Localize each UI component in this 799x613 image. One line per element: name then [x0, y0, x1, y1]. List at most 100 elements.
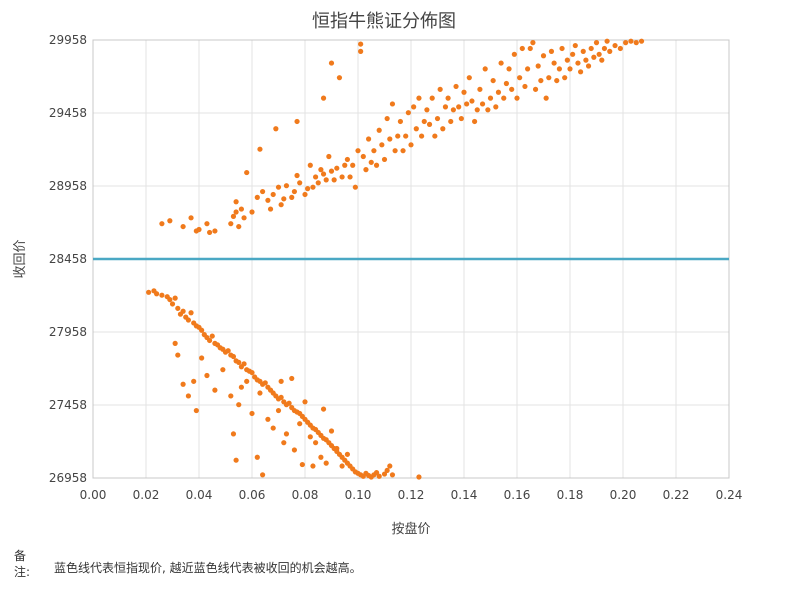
data-point: [490, 77, 496, 84]
data-point: [167, 296, 173, 303]
data-point: [551, 60, 557, 66]
data-point: [244, 378, 250, 384]
data-point: [389, 472, 396, 478]
data-point: [506, 66, 512, 72]
data-point: [485, 107, 491, 113]
data-point: [472, 118, 478, 125]
data-point: [265, 416, 271, 422]
data-point: [456, 104, 462, 110]
data-point: [633, 40, 639, 46]
data-point: [373, 162, 380, 168]
data-point: [212, 228, 218, 234]
data-point: [299, 461, 305, 468]
data-point: [376, 127, 382, 133]
data-point: [405, 110, 411, 116]
data-point: [360, 153, 366, 160]
data-point: [363, 167, 369, 173]
x-tick-label: 0.08: [292, 488, 319, 502]
data-point: [228, 393, 234, 399]
data-point: [265, 197, 271, 203]
data-point: [236, 402, 242, 408]
data-point: [278, 394, 284, 401]
data-point: [302, 191, 308, 198]
data-point: [281, 196, 287, 202]
data-point: [543, 95, 549, 101]
data-point: [230, 213, 237, 219]
data-point: [236, 223, 242, 230]
y-tick-label: 28458: [49, 252, 87, 266]
data-point: [434, 115, 441, 122]
data-point: [241, 361, 247, 367]
data-point: [188, 215, 194, 221]
data-point: [204, 372, 210, 379]
data-point: [315, 180, 321, 186]
data-point: [193, 407, 199, 414]
data-point: [244, 169, 250, 176]
data-point: [275, 184, 282, 190]
data-point: [432, 133, 438, 139]
data-point: [493, 104, 499, 110]
data-point: [294, 172, 300, 179]
data-point: [464, 101, 470, 107]
data-point: [320, 406, 327, 412]
data-point: [540, 53, 547, 59]
data-point: [320, 171, 327, 177]
data-point: [522, 83, 528, 90]
data-point: [429, 95, 435, 101]
data-point: [562, 75, 568, 81]
data-point: [352, 184, 358, 190]
data-point: [323, 177, 329, 183]
data-point: [318, 454, 324, 460]
data-point: [578, 69, 584, 75]
data-point: [328, 168, 335, 174]
data-point: [180, 381, 186, 387]
data-point: [191, 378, 197, 384]
data-point: [260, 188, 266, 195]
data-point: [230, 353, 237, 360]
data-point: [511, 51, 517, 57]
data-point: [411, 104, 417, 110]
data-point: [384, 115, 390, 122]
data-point: [146, 289, 152, 295]
x-tick-label: 0.14: [451, 488, 478, 502]
data-point: [556, 66, 563, 72]
footnote-text: 蓝色线代表恒指现价, 越近蓝色线代表被收回的机会越高。: [54, 561, 362, 575]
data-point: [350, 162, 356, 168]
data-point: [331, 177, 337, 183]
data-point: [318, 167, 324, 173]
data-point: [344, 451, 350, 457]
data-point: [453, 83, 459, 90]
data-point: [310, 463, 316, 469]
x-axis-ticks: 0.00 0.02 0.04 0.06 0.08 0.10 0.12 0.14 0.16 0.18…: [80, 488, 743, 502]
data-point: [371, 148, 377, 154]
data-point: [172, 295, 178, 301]
data-point: [530, 40, 536, 46]
data-point: [487, 95, 494, 101]
data-point: [532, 86, 539, 92]
data-point: [185, 393, 191, 399]
data-point: [498, 60, 504, 66]
x-tick-label: 0.22: [663, 488, 690, 502]
data-point: [180, 223, 186, 230]
data-point: [307, 162, 313, 168]
data-point: [461, 89, 467, 95]
data-point: [519, 45, 525, 52]
data-point: [442, 104, 449, 110]
data-point: [535, 63, 541, 69]
data-point: [387, 463, 393, 469]
data-point: [257, 390, 263, 396]
data-point: [479, 101, 486, 107]
data-point: [233, 199, 239, 205]
chart-title: 恒指牛熊证分佈图: [312, 11, 456, 32]
data-point: [593, 40, 600, 46]
data-point: [403, 133, 409, 139]
data-point: [249, 369, 255, 376]
data-point: [254, 194, 260, 200]
data-point: [289, 194, 295, 200]
data-point: [596, 51, 602, 57]
data-point: [207, 337, 213, 344]
data-point: [238, 384, 244, 390]
data-point: [548, 48, 555, 54]
data-point: [580, 48, 586, 54]
data-point: [588, 45, 594, 52]
